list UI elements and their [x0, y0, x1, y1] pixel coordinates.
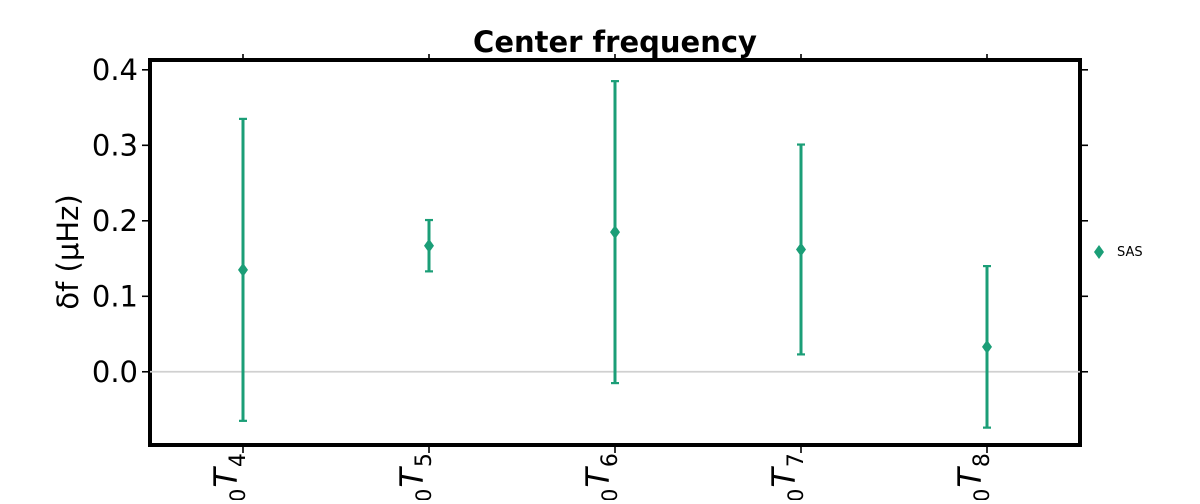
x-tick-label-base: 0 [412, 489, 436, 500]
y-axis-label: δf (μHz) [51, 194, 85, 309]
y-tick-label: 0.3 [92, 128, 138, 162]
x-tick-label: 0T7 [765, 453, 809, 500]
y-tick-label: 0.1 [92, 279, 138, 313]
legend-marker [1094, 245, 1104, 259]
x-tick-label-base: 0 [784, 489, 808, 500]
x-tick-label-base: 0 [970, 489, 994, 500]
x-tick-label: 0T6 [579, 453, 623, 500]
x-tick-label-sub: 6 [598, 453, 623, 467]
data-point [796, 242, 806, 257]
x-tick-label-letter: T [579, 466, 617, 488]
legend-label: SAS [1117, 245, 1143, 260]
x-tick-label: 0T4 [207, 453, 251, 500]
data-point [238, 262, 248, 277]
x-tick-label: 0T8 [951, 453, 995, 500]
y-tick-label: 0.4 [92, 53, 138, 87]
x-tick-label-sub: 7 [784, 453, 809, 467]
x-tick-label-sub: 8 [970, 453, 995, 467]
data-point [982, 339, 992, 354]
x-tick-label-sub: 4 [226, 453, 251, 467]
x-tick-label: 0T5 [393, 453, 437, 500]
x-tick-label-letter: T [393, 466, 431, 488]
x-tick-label-letter: T [207, 466, 245, 488]
x-tick-label-letter: T [765, 466, 803, 488]
y-tick-label: 0.2 [92, 204, 138, 238]
y-tick-label: 0.0 [92, 355, 138, 389]
x-tick-label-letter: T [951, 466, 989, 488]
data-point [424, 238, 434, 253]
data-point [610, 225, 620, 240]
x-tick-label-base: 0 [226, 489, 250, 500]
chart-title: Center frequency [473, 25, 757, 59]
x-tick-label-base: 0 [598, 489, 622, 500]
x-tick-label-sub: 5 [412, 453, 437, 467]
